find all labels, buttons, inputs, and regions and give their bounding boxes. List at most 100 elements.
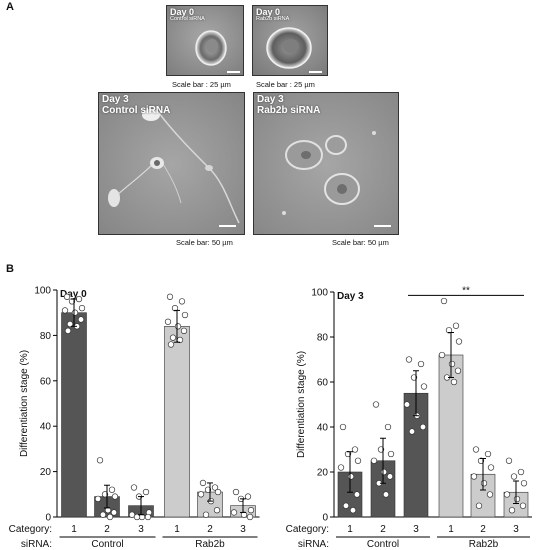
data-point xyxy=(181,311,189,319)
scale-caption-day3-rab2b: Scale bar: 50 µm xyxy=(332,238,389,247)
data-point xyxy=(450,378,458,386)
data-point xyxy=(108,486,116,493)
data-point xyxy=(405,356,413,363)
data-point xyxy=(169,334,177,341)
data-point xyxy=(214,488,222,496)
micro-condition-label: Rab2b siRNA xyxy=(256,16,290,23)
scale-bar xyxy=(309,71,322,73)
data-point xyxy=(508,507,516,514)
data-point xyxy=(384,423,392,431)
data-point xyxy=(130,484,138,491)
micrograph-day0-rab2b: Day 0 Rab2b siRNA xyxy=(252,5,328,76)
data-point xyxy=(180,327,188,335)
y-tick-label: 40 xyxy=(40,422,52,433)
category-tick-label: 1 xyxy=(448,524,454,535)
data-point xyxy=(448,360,456,368)
y-tick-label: 20 xyxy=(40,467,52,478)
y-tick-label: 60 xyxy=(40,376,52,387)
data-point xyxy=(174,323,182,330)
bar xyxy=(128,505,154,518)
data-point xyxy=(443,374,451,381)
data-point xyxy=(71,309,79,316)
micro-day-label: Day 0 xyxy=(256,7,281,17)
data-point xyxy=(372,401,380,408)
data-point xyxy=(503,491,511,498)
data-point xyxy=(138,513,146,521)
data-point xyxy=(410,374,418,381)
data-point xyxy=(353,491,361,498)
scale-bar xyxy=(374,225,391,227)
data-point xyxy=(420,383,428,390)
data-point xyxy=(387,450,395,458)
data-point xyxy=(520,480,528,487)
data-point xyxy=(99,511,107,518)
cell-image xyxy=(99,93,244,234)
data-point xyxy=(240,511,248,518)
data-point xyxy=(386,473,394,480)
scale-caption-day0-control: Scale bar : 25 µm xyxy=(172,80,231,89)
data-point xyxy=(246,513,254,521)
data-point xyxy=(211,484,219,491)
chart-title: Day 3 xyxy=(337,291,364,302)
scale-bar xyxy=(219,225,236,227)
data-point xyxy=(178,298,186,305)
data-point xyxy=(66,320,74,328)
data-point xyxy=(144,513,152,521)
data-point xyxy=(475,502,483,509)
y-tick-label: 0 xyxy=(45,513,51,524)
category-tick-label: 3 xyxy=(240,524,246,535)
data-point xyxy=(484,450,492,458)
micrograph-day3-rab2b: Day 3 Rab2b siRNA xyxy=(253,92,399,235)
y-tick-label: 80 xyxy=(40,331,52,342)
data-point xyxy=(455,338,463,345)
y-tick-label: 0 xyxy=(322,513,328,524)
data-point xyxy=(244,493,252,500)
category-tick-label: 1 xyxy=(174,524,180,535)
data-point xyxy=(164,318,172,325)
bar xyxy=(197,491,223,518)
data-point xyxy=(370,457,378,464)
sirna-row-label: siRNA: xyxy=(298,539,329,550)
data-point xyxy=(199,479,207,487)
y-tick-label: 20 xyxy=(317,468,329,479)
group-label: Rab2b xyxy=(469,539,499,550)
data-point xyxy=(408,428,416,435)
data-point xyxy=(354,457,362,464)
bar xyxy=(403,392,429,518)
bar xyxy=(370,460,396,518)
data-point xyxy=(61,307,69,314)
micro-day-label: Day 3 xyxy=(257,94,284,105)
cell-image xyxy=(167,6,243,75)
category-tick-label: 3 xyxy=(138,524,144,535)
data-point xyxy=(403,401,411,408)
significance-label: ** xyxy=(462,285,470,296)
data-point xyxy=(417,360,425,368)
category-tick-label: 3 xyxy=(513,524,519,535)
y-axis-title: Differentiation stage (%) xyxy=(19,350,30,457)
data-point xyxy=(73,323,81,330)
scale-bar xyxy=(227,71,240,73)
data-point xyxy=(171,305,179,312)
micro-day-label: Day 0 xyxy=(170,7,195,17)
data-point xyxy=(207,497,215,505)
data-point xyxy=(505,457,513,464)
data-point xyxy=(94,495,102,502)
data-point xyxy=(213,507,221,514)
bar xyxy=(337,471,363,518)
data-point xyxy=(380,468,388,476)
data-point xyxy=(176,336,184,344)
bar xyxy=(94,496,120,518)
data-point xyxy=(104,507,112,514)
data-point xyxy=(202,511,210,518)
scale-caption-day3-control: Scale bar: 50 µm xyxy=(176,238,233,247)
panel-b-letter: B xyxy=(6,263,14,275)
data-point xyxy=(230,509,238,516)
data-point xyxy=(477,457,485,464)
data-point xyxy=(375,480,383,487)
micrograph-day3-control: Day 3 Control siRNA xyxy=(98,92,245,235)
data-point xyxy=(344,450,352,458)
data-point xyxy=(452,322,460,329)
data-point xyxy=(63,293,71,300)
y-tick-label: 80 xyxy=(317,333,329,344)
data-point xyxy=(480,480,488,487)
